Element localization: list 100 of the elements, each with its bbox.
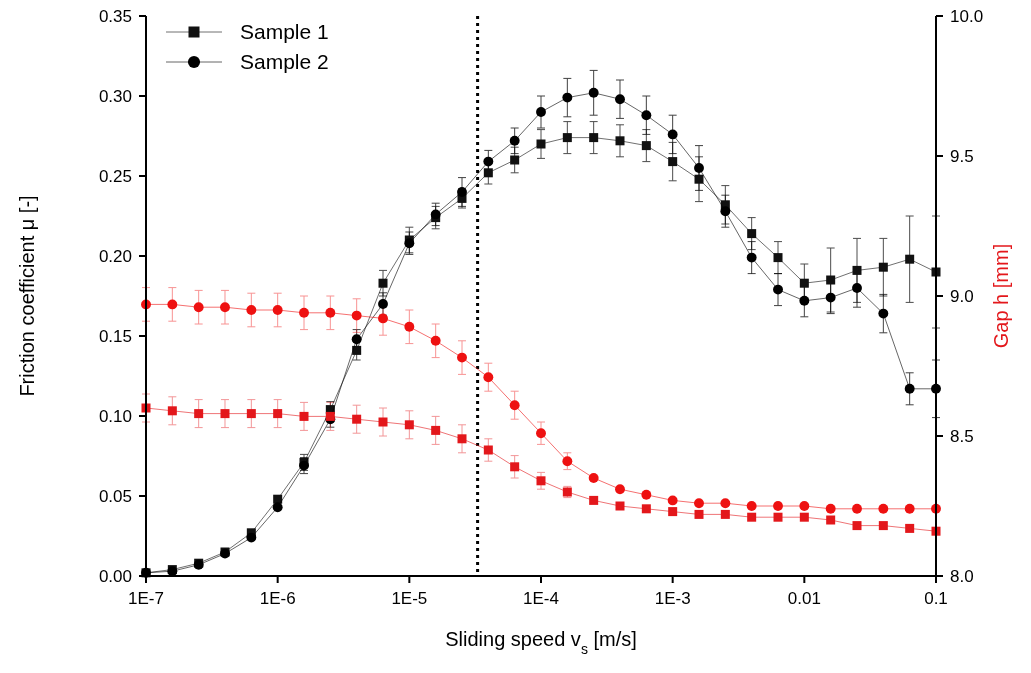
point — [878, 262, 888, 272]
point — [457, 352, 467, 363]
y-tick-label: 0.25 — [98, 166, 132, 186]
x-tick-label: 1E-7 — [128, 589, 164, 608]
point — [562, 456, 573, 467]
y-tick-label: 0.35 — [98, 6, 132, 26]
y2-tick-label: 9.5 — [950, 146, 974, 166]
point — [667, 129, 678, 140]
point — [299, 307, 309, 318]
point — [641, 110, 652, 121]
x-axis-title: Sliding speed v$_{s}$ [m/s] — [445, 628, 637, 657]
point — [167, 299, 178, 310]
point — [246, 409, 256, 419]
point — [799, 501, 810, 511]
point — [430, 209, 441, 220]
y-tick-label: 0.05 — [98, 486, 132, 506]
point — [826, 515, 836, 525]
point — [694, 174, 704, 184]
point — [799, 278, 809, 288]
point — [562, 92, 573, 103]
y-axis-title: Friction coefficient μ [-] — [16, 195, 38, 397]
y2-tick-label: 10.0 — [950, 6, 984, 26]
point — [588, 473, 599, 483]
point — [193, 302, 204, 313]
y-tick-label: 0.15 — [98, 326, 132, 346]
point — [615, 484, 625, 495]
point — [904, 503, 915, 514]
point — [641, 141, 651, 151]
point — [378, 278, 388, 288]
point — [536, 476, 546, 486]
x-tick-label: 1E-5 — [391, 589, 428, 608]
point — [351, 334, 362, 345]
point — [536, 107, 546, 117]
point — [799, 512, 809, 522]
point — [378, 313, 388, 324]
y-tick-label: 0.20 — [98, 246, 132, 266]
point — [852, 521, 862, 531]
y2-axis-title: Gap h [mm] — [990, 243, 1012, 349]
point — [878, 503, 889, 514]
point — [852, 283, 862, 293]
point — [510, 155, 520, 165]
x-tick-label: 0.01 — [787, 589, 821, 608]
point — [272, 305, 283, 315]
point — [483, 156, 494, 167]
point — [878, 521, 888, 531]
point — [404, 321, 415, 332]
point — [352, 345, 362, 355]
point — [773, 253, 783, 263]
point — [641, 504, 651, 514]
y2-tick-label: 9.0 — [950, 286, 974, 306]
point — [773, 501, 783, 511]
point — [246, 532, 257, 543]
legend-label: Sample 1 — [240, 20, 329, 44]
point — [641, 489, 652, 500]
x-tick-label: 1E-4 — [523, 589, 559, 608]
point — [220, 409, 230, 419]
point — [615, 501, 625, 511]
y2-tick-label: 8.0 — [950, 566, 974, 586]
y2-tick-label: 8.5 — [950, 426, 974, 446]
legend-label: Sample 2 — [240, 50, 329, 74]
point — [905, 523, 915, 533]
point — [167, 406, 177, 416]
point — [194, 409, 204, 419]
x-tick-label: 0.1 — [924, 589, 948, 608]
point — [773, 512, 783, 522]
point — [746, 252, 757, 263]
x-tick-label: 1E-6 — [259, 589, 296, 608]
point — [667, 495, 678, 506]
point — [747, 512, 757, 522]
point — [404, 420, 414, 430]
point — [510, 462, 520, 472]
point — [430, 335, 441, 346]
point — [509, 135, 520, 146]
point — [668, 507, 678, 517]
point — [589, 495, 599, 505]
point — [720, 206, 731, 217]
point — [852, 503, 862, 514]
point — [246, 305, 257, 315]
point — [325, 411, 335, 421]
point — [299, 460, 309, 471]
point — [826, 275, 836, 285]
point — [457, 434, 467, 444]
point — [746, 501, 757, 511]
point — [325, 307, 336, 318]
point — [720, 509, 730, 519]
y-tick-label: 0.10 — [98, 406, 132, 426]
point — [825, 292, 836, 303]
point — [799, 295, 810, 306]
point — [273, 409, 283, 419]
point — [773, 284, 783, 295]
point — [562, 133, 572, 143]
point — [483, 445, 493, 455]
point — [589, 133, 599, 143]
point — [825, 503, 836, 514]
point — [351, 310, 362, 321]
point — [536, 428, 546, 439]
point — [905, 254, 915, 264]
point — [878, 308, 889, 319]
point — [694, 163, 704, 173]
point — [483, 168, 493, 178]
